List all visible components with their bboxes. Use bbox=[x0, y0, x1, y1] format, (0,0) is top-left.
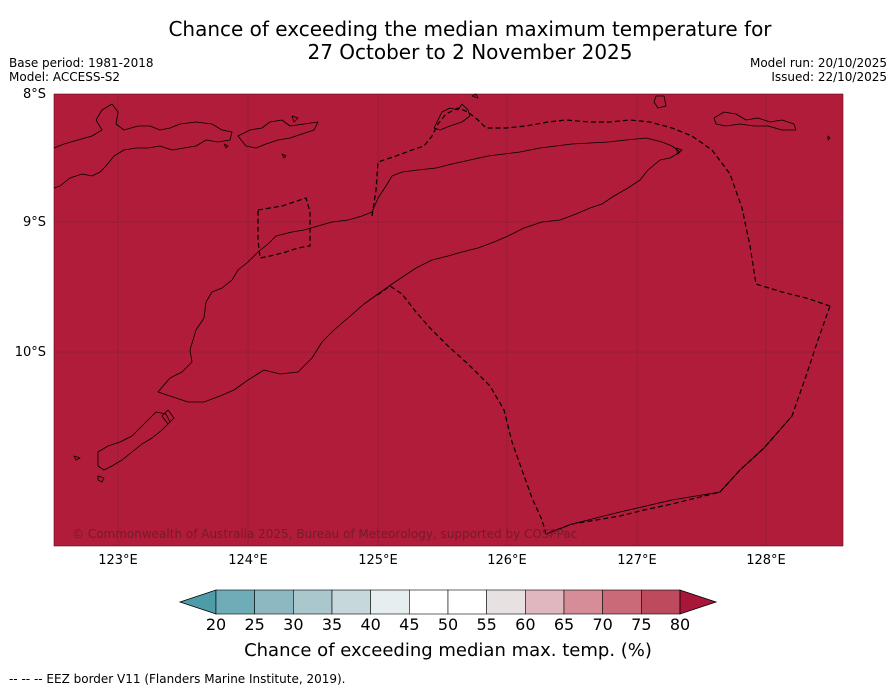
small-island-4 bbox=[223, 143, 229, 149]
model-text: Model: ACCESS-S2 bbox=[9, 70, 121, 84]
base-period-text: Base period: 1981-2018 bbox=[9, 56, 154, 70]
eez-legend-text: -- -- -- EEZ border V11 (Flanders Marine… bbox=[9, 672, 346, 686]
lon-label-125e: 125°E bbox=[358, 553, 398, 568]
title-line-1: Chance of exceeding the median maximum t… bbox=[168, 17, 772, 41]
colorbar-tick-label: 80 bbox=[669, 615, 691, 634]
colorbar-tick-label: 75 bbox=[631, 615, 652, 634]
colorbar-tick-label: 50 bbox=[437, 615, 459, 634]
meta-left: Base period: 1981-2018 Model: ACCESS-S2 bbox=[9, 56, 154, 84]
colorbar-segment bbox=[525, 589, 565, 615]
coastlines bbox=[53, 93, 831, 483]
colorbar-segment bbox=[486, 589, 526, 615]
colorbar-segment bbox=[641, 589, 681, 615]
colorbar-segment bbox=[370, 589, 410, 615]
colorbar-tick-label: 20 bbox=[205, 615, 227, 634]
colorbar-tick-label: 40 bbox=[360, 615, 381, 634]
colorbar-tick-label: 70 bbox=[592, 615, 613, 634]
colorbar-extend-high bbox=[679, 589, 718, 615]
issued-text: Issued: 22/10/2025 bbox=[771, 70, 887, 84]
lon-label-127e: 127°E bbox=[617, 553, 657, 568]
colorbar-segment bbox=[215, 589, 255, 615]
eez-border-north bbox=[371, 107, 831, 307]
colorbar-segment bbox=[293, 589, 333, 615]
small-island-1 bbox=[97, 475, 105, 483]
colorbar-tick-label: 65 bbox=[553, 615, 575, 634]
timor-coastline bbox=[157, 137, 681, 403]
map-panel bbox=[53, 93, 844, 547]
alor-coastline bbox=[237, 119, 319, 149]
colorbar-tick-label: 55 bbox=[476, 615, 497, 634]
copyright-text: © Commonwealth of Australia 2025, Bureau… bbox=[72, 527, 578, 541]
small-island-2 bbox=[291, 115, 299, 123]
small-island-6 bbox=[827, 135, 831, 141]
small-island-3 bbox=[281, 153, 287, 159]
map-title: Chance of exceeding the median maximum t… bbox=[0, 18, 896, 64]
colorbar-segment bbox=[602, 589, 642, 615]
leti-coastline bbox=[653, 95, 667, 109]
colorbar-segment bbox=[409, 589, 449, 615]
colorbar-title: Chance of exceeding median max. temp. (%… bbox=[244, 640, 652, 661]
lon-label-128e: 128°E bbox=[746, 553, 786, 568]
roti-coastline bbox=[97, 411, 171, 471]
eez-border-solid bbox=[545, 415, 793, 535]
colorbar-segment bbox=[254, 589, 294, 615]
colorbar-extend-low bbox=[178, 589, 217, 615]
model-run-text: Model run: 20/10/2025 bbox=[749, 56, 887, 70]
ndao-coastline bbox=[73, 455, 81, 461]
colorbar-segment bbox=[563, 589, 603, 615]
lat-label-10s: 10°S bbox=[14, 345, 46, 360]
colorbar-tick-label: 60 bbox=[515, 615, 536, 634]
colorbar-tick-label: 35 bbox=[321, 615, 343, 634]
colorbar bbox=[178, 589, 718, 615]
title-line-2: 27 October to 2 November 2025 bbox=[307, 40, 633, 64]
lat-label-8s: 8°S bbox=[22, 87, 46, 102]
moa-coastline bbox=[713, 111, 797, 131]
colorbar-tick-label: 30 bbox=[283, 615, 304, 634]
kisar-coastline bbox=[675, 147, 683, 155]
semau-coastline bbox=[161, 409, 175, 425]
lon-label-126e: 126°E bbox=[487, 553, 527, 568]
meta-right: Model run: 20/10/2025 Issued: 22/10/2025 bbox=[750, 56, 887, 84]
lon-label-124e: 124°E bbox=[228, 553, 268, 568]
small-island-5 bbox=[471, 93, 479, 99]
colorbar-tick-label: 25 bbox=[244, 615, 265, 634]
colorbar-segment bbox=[331, 589, 371, 615]
lat-label-9s: 9°S bbox=[22, 215, 46, 230]
pantar-coastline bbox=[53, 103, 233, 189]
eez-border-west bbox=[257, 197, 311, 259]
colorbar-segment bbox=[447, 589, 487, 615]
graticule bbox=[54, 94, 843, 546]
lon-label-123e: 123°E bbox=[98, 553, 138, 568]
colorbar-tick-label: 45 bbox=[399, 615, 420, 634]
